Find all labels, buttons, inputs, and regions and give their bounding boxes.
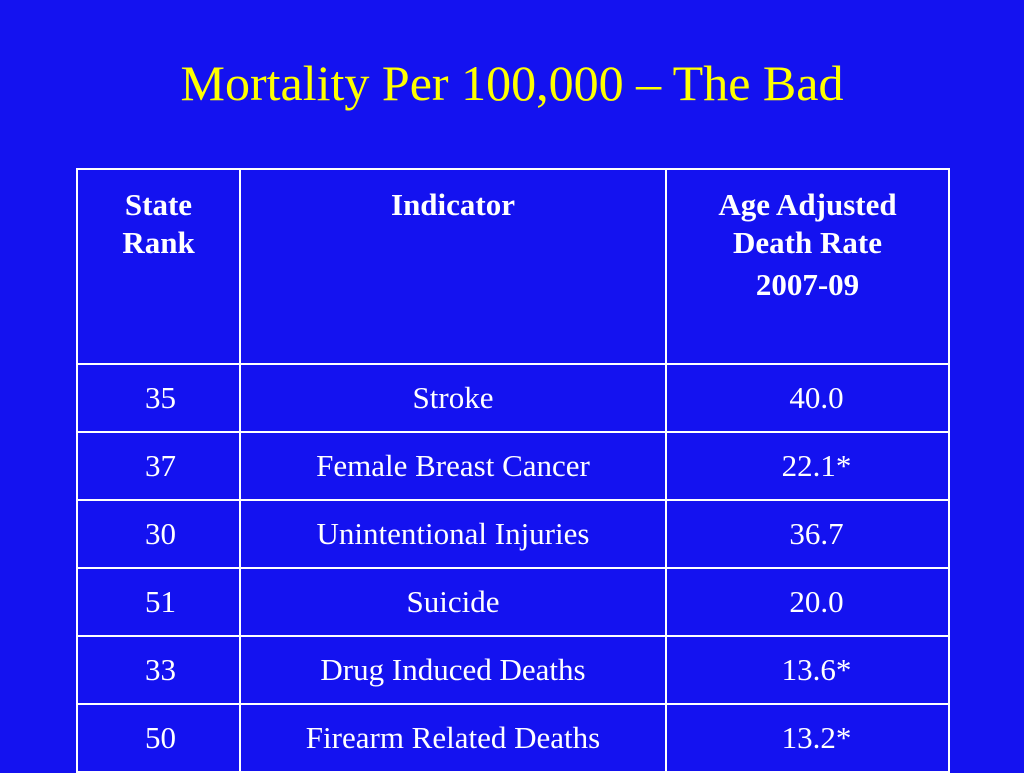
indicator-cell: Drug Induced Deaths [239,635,667,705]
death-rate-cell: 20.0 [665,567,950,637]
death-rate-header-year: 2007-09 [755,266,860,302]
death-rate-cell: 13.6* [665,635,950,705]
state-rank-header: State Rank [76,168,241,365]
indicator-cell: Unintentional Injuries [239,499,667,569]
state-rank-cell: 50 [76,703,241,773]
state-rank-cell: 51 [76,567,241,637]
table-row: 50 Firearm Related Deaths 13.2* [76,703,950,773]
indicator-cell: Female Breast Cancer [239,431,667,501]
slide-title: Mortality Per 100,000 – The Bad [180,55,844,111]
death-rate-cell: 13.2* [665,703,950,773]
state-rank-cell: 35 [76,363,241,433]
indicator-cell: Firearm Related Deaths [239,703,667,773]
death-rate-header-line-1: Age Adjusted [718,187,897,222]
table-row: 51 Suicide 20.0 [76,567,950,637]
state-rank-cell: 37 [76,431,241,501]
death-rate-header-line-2: Death Rate [733,224,882,260]
table-row: 30 Unintentional Injuries 36.7 [76,499,950,569]
table-row: 37 Female Breast Cancer 22.1* [76,431,950,501]
state-rank-cell: 33 [76,635,241,705]
state-rank-header-line-2: Rank [122,224,195,260]
indicator-header: Indicator [239,168,667,365]
death-rate-cell: 36.7 [665,499,950,569]
mortality-table: State Rank Indicator Age Adjusted Death … [76,168,950,773]
table-header-row: State Rank Indicator Age Adjusted Death … [76,168,950,365]
death-rate-cell: 40.0 [665,363,950,433]
table-row: 35 Stroke 40.0 [76,363,950,433]
indicator-cell: Stroke [239,363,667,433]
state-rank-cell: 30 [76,499,241,569]
table-row: 33 Drug Induced Deaths 13.6* [76,635,950,705]
death-rate-header: Age Adjusted Death Rate 2007-09 [665,168,950,365]
indicator-cell: Suicide [239,567,667,637]
state-rank-header-line-1: State [124,187,193,222]
death-rate-cell: 22.1* [665,431,950,501]
